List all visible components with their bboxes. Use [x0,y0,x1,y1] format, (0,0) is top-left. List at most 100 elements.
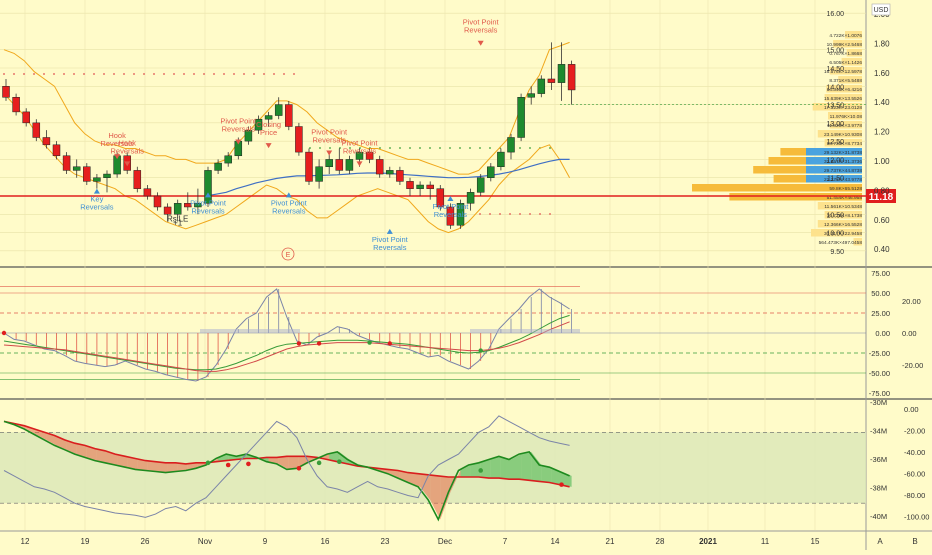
volume-profile-label: 51.454K×46.958 [827,195,863,201]
dotted-level [33,73,35,75]
candle-body [386,170,394,175]
volume-profile-label: 18.733K×8.7734 [827,141,863,147]
dotted-level [73,73,75,75]
volume-profile-label: 29.132K×31.8738 [824,150,862,156]
accumulation-fill [218,454,229,462]
annotation-arrow [477,40,484,46]
accumulation-fill [319,454,330,460]
dotted-level [193,73,195,75]
last-price-tag [866,189,896,203]
dotted-level [273,73,275,75]
x-axis-tick: 21 [606,537,615,546]
y-axis-tick: -34M [870,427,887,436]
y-axis-tick: 0.00 [875,329,890,338]
volume-profile-bar [817,220,862,228]
volume-profile-label: 22.278K×43.9778 [824,177,862,183]
dotted-level [509,213,511,215]
accumulation-fill [76,443,87,458]
volume-profile-bar [826,85,862,93]
volume-profile-bar [811,229,862,237]
volume-profile-bar [853,238,862,246]
signal-dot [246,461,251,467]
dotted-level [293,73,295,75]
accumulation-fill [399,470,410,483]
dotted-level [163,73,165,75]
price-tick: 11.50 [827,176,844,183]
candle-body [264,115,273,120]
y-axis-tick: -40M [870,512,887,521]
dotted-level [449,147,451,149]
x-axis-tick: 26 [141,537,150,546]
volume-profile-bar [828,112,862,120]
volume-profile-bar [838,76,862,84]
dotted-level [203,73,205,75]
dotted-level [479,147,481,149]
dotted-level [339,147,341,149]
x-axis-tick: 7 [503,537,508,546]
y-axis-tick: 25.00 [871,309,890,318]
annotation-label: Pivot Point [432,202,469,211]
candle-body [295,126,303,153]
dotted-level [389,147,391,149]
accumulation-fill [430,474,441,520]
volume-profile-bar [829,67,862,75]
volume-profile-bar [817,202,862,210]
candle-body [345,159,354,171]
volume-profile-label: 10.729K×8.1738 [827,213,863,219]
candle-body [426,184,434,189]
volume-profile-label: 11.561K×10.5348 [824,204,862,210]
candle-body [163,206,172,215]
candle-body [446,206,455,226]
volume-profile-label: 12.366K×16.5528 [824,222,862,228]
x-axis-tick: 14 [551,537,560,546]
currency-badge [871,3,891,16]
candle-body [487,166,495,178]
volume-profile-label: 11.829K×3.9778 [827,123,862,129]
volume-profile-label: 8.371K×5.5488 [829,78,862,84]
candle-body [184,203,192,208]
annotation-label: Reversals [191,206,225,215]
candle-body [466,192,475,204]
price-tick: 16.00 [826,11,844,18]
dotted-level [349,147,351,149]
dotted-level [479,213,481,215]
price-tick: 14.00 [826,84,844,91]
volume-profile-label: 32.957K×31.3736 [824,159,862,165]
dotted-level [399,147,401,149]
dotted-level [143,73,145,75]
y-axis-tick: -30M [870,398,887,407]
price-tick: 10.00 [826,231,844,238]
annotation-label: Reversals [80,203,114,212]
candle-body [52,144,61,157]
volume-profile-bar [824,211,862,219]
candle-body [93,177,101,182]
volume-profile-label: 16.576K×12.5978 [824,69,862,75]
annotation-arrow [235,139,242,145]
dotted-level [309,147,311,149]
y-axis-tick: -80.00 [904,491,925,500]
dotted-level [359,147,361,149]
annotation-label: Reversals [111,146,145,155]
annotation-arrow [265,143,272,149]
candle-body [557,64,566,83]
y-axis-tick: -38M [870,484,887,493]
candle-body [325,159,333,167]
annotation-arrow [285,192,292,198]
dotted-level [223,73,225,75]
annotation-label: Pivot Point [463,18,500,27]
candle-body [537,78,546,94]
annotation-label: Reversals [464,26,498,35]
oscillator-fill [200,329,300,333]
y-axis-tick: 75.00 [871,269,890,278]
accumulation-fill [389,469,400,479]
y-axis-tick: 0.00 [902,329,917,338]
x-axis-tick: 28 [656,537,665,546]
candle-body [153,195,162,208]
annotation-arrow [326,150,333,156]
candle-body [335,159,344,171]
dotted-level [253,73,255,75]
candle-body [315,166,323,182]
accumulation-fill [521,451,532,481]
accumulation-fill [268,457,279,464]
accumulation-fill [450,470,461,493]
